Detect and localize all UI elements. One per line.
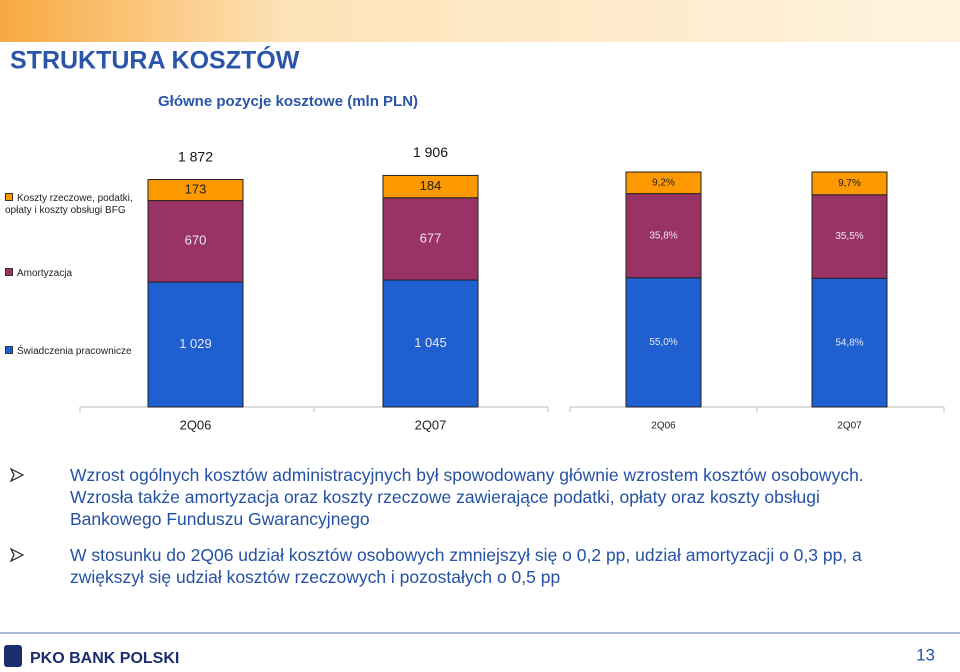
bar-segment — [625, 277, 702, 408]
data-label: 9,2% — [652, 177, 675, 188]
data-label: 670 — [185, 233, 207, 248]
legend-item: Świadczenia pracownicze — [5, 346, 145, 358]
logo-icon — [4, 645, 22, 667]
bar-segment — [382, 279, 479, 408]
bullet: W stosunku do 2Q06 udział kosztów osobow… — [10, 544, 900, 588]
bar-segment — [811, 194, 888, 279]
page-number: 13 — [916, 645, 935, 664]
data-label: 35,5% — [835, 231, 863, 242]
legend-marker — [5, 346, 13, 354]
bullet-text: W stosunku do 2Q06 udział kosztów osobow… — [70, 545, 862, 587]
data-label: 35,8% — [649, 230, 677, 241]
legend-label: Świadczenia pracownicze — [17, 346, 132, 357]
data-label: 677 — [420, 230, 442, 245]
legend-marker — [5, 193, 13, 201]
data-label: 54,8% — [835, 337, 863, 348]
bar-segment — [382, 174, 479, 199]
bullet-arrow — [10, 548, 24, 562]
bar-segment — [625, 171, 702, 195]
data-label: 9,7% — [838, 178, 861, 189]
logo: PKO BANK POLSKI — [30, 650, 179, 667]
bullet: Wzrost ogólnych kosztów administracyjnyc… — [10, 464, 900, 530]
data-label: 184 — [420, 178, 442, 193]
header-banner — [0, 0, 960, 42]
slide-title: STRUKTURA KOSZTÓW — [10, 45, 300, 75]
legend-item: Koszty rzeczowe, podatki, opłaty i koszt… — [5, 193, 145, 217]
bar-segment — [147, 179, 244, 202]
data-label: 1 045 — [414, 335, 447, 350]
data-label: 1 029 — [179, 336, 212, 351]
x-tick-label: 2Q06 — [651, 421, 676, 432]
legend-marker — [5, 268, 13, 276]
data-label: 173 — [185, 181, 207, 196]
bar-segment — [625, 193, 702, 279]
bar-segment — [147, 281, 244, 408]
bullet-list: Wzrost ogólnych kosztów administracyjnyc… — [10, 464, 900, 602]
chart-title: Główne pozycje kosztowe (mln PLN) — [158, 93, 418, 110]
legend-label: Koszty rzeczowe, podatki, opłaty i koszt… — [5, 193, 133, 216]
data-label: 55,0% — [649, 337, 677, 348]
x-tick-label: 2Q07 — [415, 417, 447, 432]
x-tick-label: 2Q06 — [180, 417, 212, 432]
total-label: 1 872 — [178, 148, 213, 164]
bar-segment — [811, 171, 888, 196]
bullet-arrow — [10, 468, 24, 482]
bar-segment — [382, 197, 479, 281]
legend-label: Amortyzacja — [17, 268, 73, 279]
bullet-text: Wzrost ogólnych kosztów administracyjnyc… — [70, 465, 864, 529]
total-label: 1 906 — [413, 144, 448, 160]
x-tick-label: 2Q07 — [837, 421, 862, 432]
legend-item: Amortyzacja — [5, 268, 145, 280]
